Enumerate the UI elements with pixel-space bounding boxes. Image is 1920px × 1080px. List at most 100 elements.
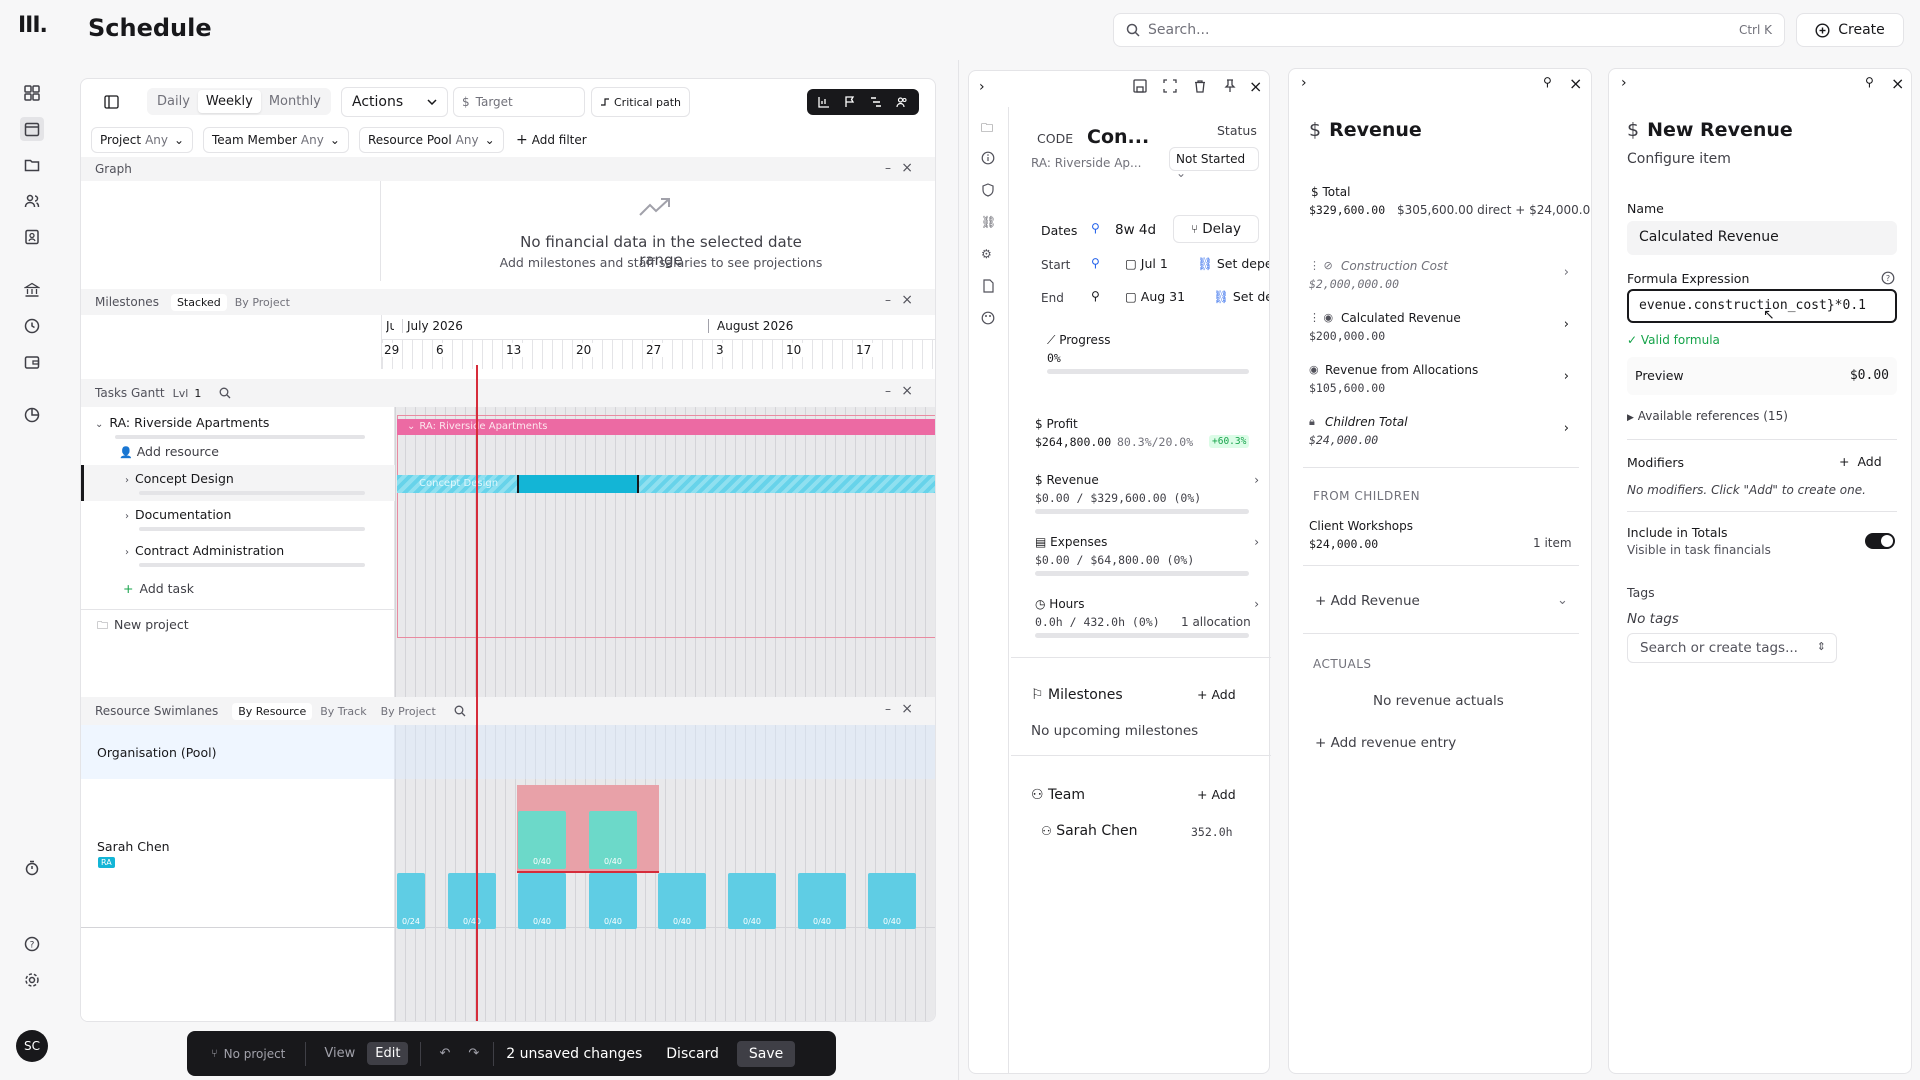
- revenue-item-children-total[interactable]: 🔒︎ Children Total $24,000.00 ›: [1309, 415, 1569, 455]
- revenue-item-allocations[interactable]: ◉ Revenue from Allocations $105,600.00 ›: [1309, 363, 1569, 403]
- pin-icon[interactable]: [1223, 79, 1241, 97]
- start-date-picker[interactable]: ▢ Jul 1: [1125, 256, 1168, 271]
- task-concept-design[interactable]: › Concept Design: [125, 471, 234, 486]
- minimize-icon[interactable]: –: [885, 161, 891, 175]
- swimlanes-tab-by-project[interactable]: By Project: [380, 704, 436, 718]
- trash-icon[interactable]: [1193, 79, 1211, 97]
- expand-icon[interactable]: ›: [1621, 75, 1627, 91]
- delay-button[interactable]: ⑂ Delay: [1173, 215, 1259, 243]
- fullscreen-icon[interactable]: [1163, 79, 1181, 97]
- tags-combobox[interactable]: Search or create tags... ⇕: [1627, 633, 1837, 663]
- view-monthly[interactable]: Monthly: [268, 94, 321, 109]
- palette-icon[interactable]: [981, 311, 995, 325]
- allocation-block[interactable]: 0/40: [589, 873, 637, 929]
- name-input[interactable]: Calculated Revenue: [1627, 221, 1897, 255]
- add-task-link[interactable]: + Add task: [123, 581, 194, 596]
- discard-button[interactable]: Discard: [666, 1045, 719, 1062]
- calendar-icon[interactable]: [20, 117, 44, 141]
- new-project-link[interactable]: 🗀 New project: [97, 617, 189, 636]
- status-dropdown[interactable]: Not Started ⌄: [1169, 147, 1259, 180]
- code-value[interactable]: Con...: [1087, 126, 1150, 148]
- critical-path-button[interactable]: Critical path: [591, 87, 690, 117]
- close-icon[interactable]: ×: [1249, 77, 1263, 96]
- folder-icon[interactable]: [20, 153, 44, 177]
- available-references-toggle[interactable]: ▶ Available references (15): [1627, 409, 1788, 423]
- target-input[interactable]: $ Target: [453, 87, 585, 117]
- save-button[interactable]: Save: [736, 1040, 796, 1067]
- revenue-item-construction-cost[interactable]: ⋮ ⊘ Construction Cost $2,000,000.00 ›: [1309, 259, 1569, 299]
- view-mode-button[interactable]: View: [324, 1046, 356, 1061]
- sliders-icon[interactable]: ⚙: [981, 247, 992, 261]
- redo-icon[interactable]: ↷: [468, 1046, 480, 1061]
- allocation-block-overlay[interactable]: 0/40: [589, 811, 637, 869]
- filter-resource-pool[interactable]: Resource Pool Any ⌄: [359, 127, 504, 153]
- allocation-block[interactable]: 0/40: [728, 873, 776, 929]
- formula-input[interactable]: evenue.construction_cost}*0.1: [1627, 289, 1897, 323]
- chart-icon[interactable]: [818, 96, 830, 108]
- timer-icon[interactable]: [20, 856, 44, 880]
- view-daily[interactable]: Daily: [157, 94, 190, 109]
- actions-dropdown[interactable]: Actions: [341, 87, 448, 117]
- end-dependency-link[interactable]: ⛓ Set de: [1213, 289, 1269, 305]
- wallet-icon[interactable]: [20, 350, 44, 374]
- pin-icon[interactable]: ⚲: [1091, 221, 1100, 235]
- team-icon[interactable]: [896, 96, 908, 108]
- pin-icon[interactable]: ⚲: [1543, 75, 1552, 89]
- add-filter-button[interactable]: + Add filter: [507, 127, 596, 153]
- task-documentation[interactable]: › Documentation: [125, 507, 231, 522]
- add-revenue-button[interactable]: + Add Revenue: [1315, 593, 1420, 609]
- milestones-tab-stacked[interactable]: Stacked: [170, 293, 227, 311]
- minimize-icon[interactable]: –: [885, 293, 891, 307]
- allocation-block[interactable]: 0/40: [798, 873, 846, 929]
- expand-icon[interactable]: ›: [1301, 75, 1307, 91]
- close-icon[interactable]: ×: [1891, 74, 1905, 93]
- duration-value[interactable]: 8w 4d: [1115, 222, 1157, 238]
- add-modifier-button[interactable]: + Add: [1839, 454, 1882, 469]
- close-icon[interactable]: ×: [1569, 74, 1583, 93]
- end-date-picker[interactable]: ▢ Aug 31: [1125, 289, 1185, 304]
- shield-icon[interactable]: [981, 183, 995, 197]
- settings-icon[interactable]: [20, 968, 44, 992]
- revenue-item-calculated[interactable]: ⋮ ◉ Calculated Revenue $200,000.00 ›: [1309, 311, 1569, 351]
- add-resource-link[interactable]: 👤 Add resource: [119, 444, 219, 459]
- milestones-tab-by-project[interactable]: By Project: [234, 295, 290, 309]
- sidebar-toggle-icon[interactable]: [101, 92, 121, 112]
- project-bar[interactable]: ⌄ RA: Riverside Apartments: [397, 419, 935, 435]
- hours-row[interactable]: ◷ Hours ›: [1035, 597, 1259, 611]
- close-icon[interactable]: ×: [901, 701, 913, 717]
- project-row[interactable]: ⌄ RA: Riverside Apartments: [95, 415, 269, 430]
- start-dependency-link[interactable]: ⛓ Set depe: [1197, 256, 1269, 272]
- clock-icon[interactable]: [20, 314, 44, 338]
- app-logo[interactable]: III.: [18, 13, 48, 38]
- task-bar-solid[interactable]: [517, 475, 639, 493]
- pie-chart-icon[interactable]: [20, 403, 44, 427]
- edit-mode-button[interactable]: Edit: [367, 1042, 409, 1065]
- avatar[interactable]: SC: [16, 1030, 48, 1062]
- close-icon[interactable]: ×: [901, 160, 913, 176]
- add-revenue-entry-button[interactable]: + Add revenue entry: [1315, 735, 1457, 751]
- search-icon[interactable]: [219, 387, 231, 399]
- allocation-block[interactable]: 0/40: [518, 873, 566, 929]
- search-icon[interactable]: [454, 705, 466, 717]
- resource-name[interactable]: Sarah Chen: [97, 839, 170, 854]
- bank-icon[interactable]: [20, 278, 44, 302]
- view-weekly[interactable]: Weekly: [197, 90, 261, 113]
- task-contract-administration[interactable]: › Contract Administration: [125, 543, 284, 558]
- folder-icon[interactable]: 🗀: [981, 121, 994, 135]
- allocation-block[interactable]: 0/40: [448, 873, 496, 929]
- unpin-icon[interactable]: ⚲: [1091, 289, 1100, 303]
- level-stepper[interactable]: 1: [194, 386, 202, 400]
- child-name[interactable]: Client Workshops: [1309, 519, 1414, 533]
- help-icon[interactable]: ?: [1881, 271, 1895, 285]
- chevron-down-icon[interactable]: ⌄: [1557, 593, 1568, 608]
- expenses-row[interactable]: ▤ Expenses ›: [1035, 535, 1259, 549]
- filter-team-member[interactable]: Team Member Any ⌄: [203, 127, 349, 153]
- minimize-icon[interactable]: –: [885, 384, 891, 398]
- gantt-icon[interactable]: [870, 96, 882, 108]
- allocation-block[interactable]: 0/24: [397, 873, 425, 929]
- undo-icon[interactable]: ↶: [439, 1046, 451, 1061]
- flag-icon[interactable]: [844, 96, 856, 108]
- close-icon[interactable]: ×: [901, 383, 913, 399]
- team-member-row[interactable]: ⚇ Sarah Chen: [1041, 823, 1137, 839]
- split-divider[interactable]: [958, 60, 959, 1080]
